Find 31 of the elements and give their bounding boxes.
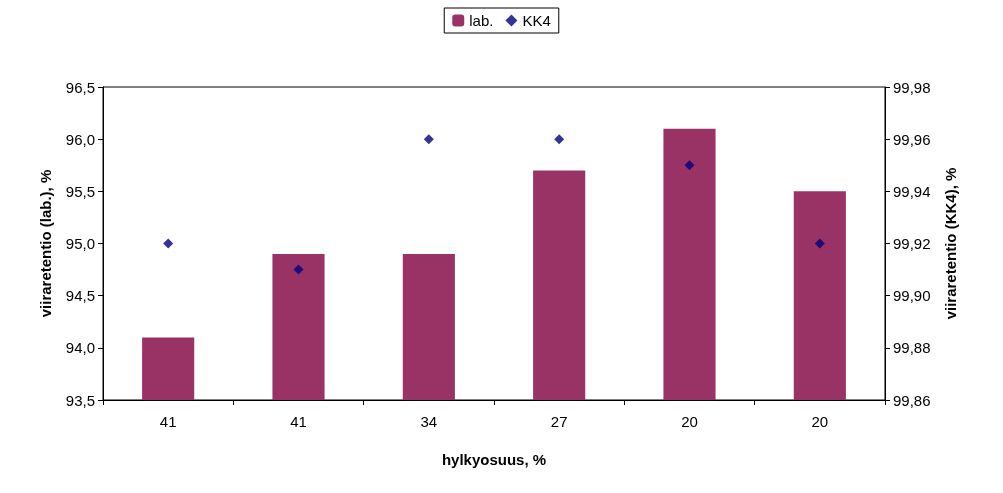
y-tick-label: 96,5 xyxy=(65,78,95,96)
legend-label: KK4 xyxy=(522,12,551,29)
y2-tick-label: 99,94 xyxy=(893,182,931,200)
x-tick-label: 27 xyxy=(550,413,568,430)
y2-tick-label: 99,86 xyxy=(893,391,931,409)
point xyxy=(163,238,174,249)
y2-tick-label: 99,90 xyxy=(893,287,931,305)
x-tick-label: 41 xyxy=(290,413,307,430)
y-tick-label: 95,0 xyxy=(65,235,95,252)
legend-label: lab. xyxy=(469,12,494,29)
point xyxy=(814,238,825,249)
x-tick-label: 34 xyxy=(420,413,438,430)
x-axis-title: hylkyosuus, % xyxy=(441,451,547,468)
y-tick-label: 96,0 xyxy=(65,130,95,148)
y2-tick-label: 99,96 xyxy=(893,130,931,148)
point xyxy=(293,264,304,275)
x-tick-label: 20 xyxy=(681,413,698,430)
y2-tick-label: 99,92 xyxy=(893,235,931,252)
point xyxy=(684,160,695,171)
y2-tick-label: 99,88 xyxy=(893,339,931,357)
y2-axis-title: viiraretentio (KK4), % xyxy=(942,167,959,320)
y2-tick-label: 99,98 xyxy=(893,78,931,96)
y-tick-label: 95,5 xyxy=(65,182,95,200)
y-tick-label: 94,0 xyxy=(65,339,95,357)
point xyxy=(554,134,565,145)
point xyxy=(423,134,434,145)
x-tick-label: 41 xyxy=(159,413,177,430)
y-tick-label: 94,5 xyxy=(65,287,95,305)
y-axis-title: viiraretentio (lab.), % xyxy=(37,169,54,318)
y-tick-label: 93,5 xyxy=(65,391,95,409)
x-tick-label: 20 xyxy=(811,413,829,430)
